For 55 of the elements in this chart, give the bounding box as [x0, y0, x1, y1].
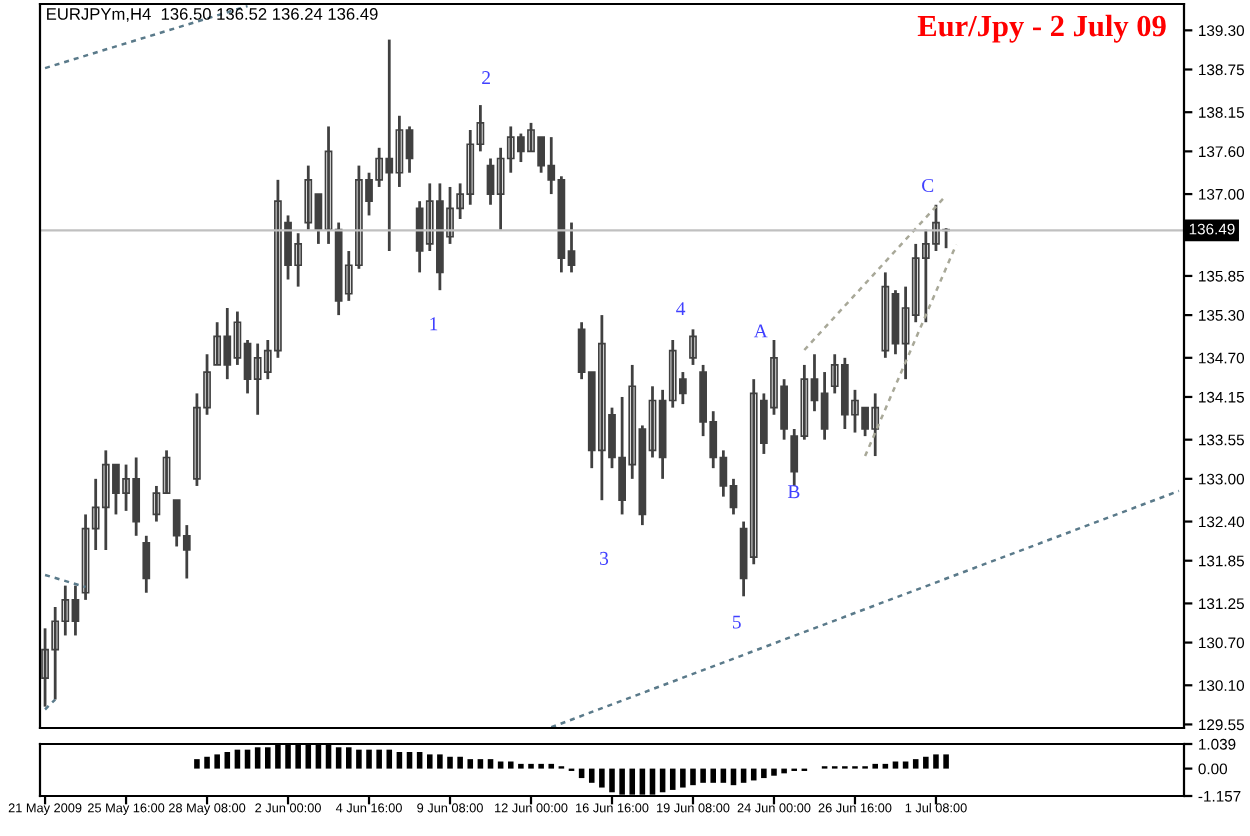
- annotation: 3: [600, 551, 609, 565]
- bar: [214, 754, 220, 769]
- bar: [396, 752, 403, 769]
- bar: [943, 754, 949, 769]
- bar: [690, 768, 696, 786]
- bar: [750, 768, 757, 781]
- annotation: 4: [676, 302, 686, 315]
- bar: [204, 756, 210, 769]
- annotation: 5: [732, 615, 741, 629]
- bar: [447, 756, 453, 769]
- bar: [416, 752, 423, 769]
- bar: [923, 756, 929, 769]
- chart-subtitle: EURJPYm,H4 136.50 136.52 136.24 136.49: [47, 8, 378, 22]
- annotation: B: [787, 485, 800, 499]
- bar: [588, 768, 595, 783]
- bar: [467, 759, 474, 769]
- bar: [507, 761, 514, 769]
- bar: [548, 763, 555, 769]
- bar: [669, 768, 676, 790]
- bar: [224, 752, 231, 769]
- bar: [912, 759, 919, 769]
- bar: [710, 768, 717, 783]
- bar: [477, 759, 484, 769]
- chart-title: Eur/Jpy - 2 July 09: [917, 14, 1166, 43]
- bar: [528, 763, 534, 769]
- bar: [518, 763, 524, 769]
- bar: [781, 768, 787, 774]
- bar: [366, 749, 372, 769]
- bar: [487, 759, 494, 769]
- bar: [933, 754, 939, 769]
- bar: [497, 761, 504, 769]
- bar: [771, 768, 777, 776]
- bar: [386, 749, 393, 769]
- bar: [356, 749, 362, 769]
- annotation: C: [922, 178, 934, 193]
- bar: [426, 754, 433, 769]
- bar: [680, 768, 686, 788]
- bar: [882, 763, 889, 769]
- bar: [457, 756, 463, 769]
- bar: [892, 761, 899, 769]
- bar: [761, 768, 767, 779]
- bar: [599, 768, 605, 788]
- annotation: 1: [430, 317, 438, 331]
- bar: [234, 749, 241, 769]
- bar: [194, 759, 200, 769]
- annotation: A: [753, 324, 768, 338]
- bar: [872, 763, 879, 769]
- bar: [244, 749, 251, 769]
- bar: [437, 754, 443, 769]
- annotation: 2: [482, 71, 490, 84]
- bar: [538, 763, 544, 769]
- bar: [376, 749, 382, 769]
- bar: [902, 761, 909, 769]
- bar: [406, 752, 413, 769]
- bar: [700, 768, 706, 783]
